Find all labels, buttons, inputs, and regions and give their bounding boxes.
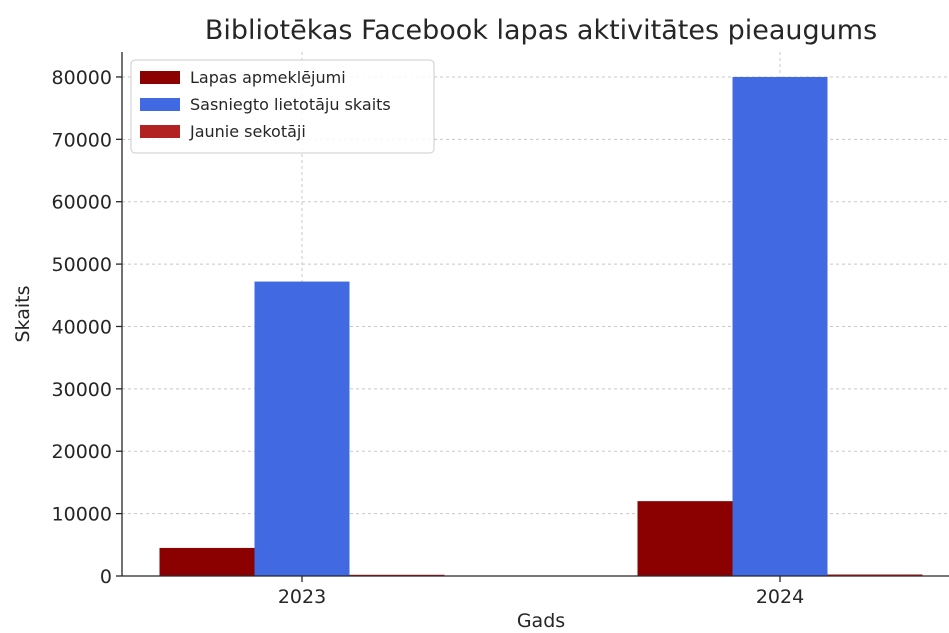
y-tick-label: 0 [100, 566, 112, 588]
x-tick-label: 2024 [756, 586, 804, 608]
y-tick-label: 30000 [52, 379, 112, 401]
y-tick-label: 50000 [52, 254, 112, 276]
x-tick-label: 2023 [278, 586, 326, 608]
y-tick-label: 40000 [52, 316, 112, 338]
legend-label: Sasniegto lietotāju skaits [190, 95, 391, 114]
chart-title: Bibliotēkas Facebook lapas aktivitātes p… [205, 15, 877, 46]
y-tick-label: 60000 [52, 192, 112, 214]
y-tick-label: 20000 [52, 441, 112, 463]
bars-layer [159, 76, 923, 577]
legend-label: Jaunie sekotāji [189, 122, 306, 141]
bar-2024-series-2 [732, 76, 828, 576]
legend: Lapas apmeklējumi Sasniegto lietotāju ska… [130, 59, 435, 154]
legend-swatch [140, 98, 180, 111]
bar-2023-series-1 [159, 547, 255, 576]
y-tick-label: 80000 [52, 67, 112, 89]
legend-label: Lapas apmeklējumi [190, 68, 346, 87]
y-axis-label: Skaits [12, 286, 34, 343]
y-tick-label: 10000 [52, 504, 112, 526]
legend-items: Lapas apmeklējumi Sasniegto lietotāju ska… [140, 68, 391, 141]
bar-2024-series-1 [637, 501, 733, 576]
bar-2023-series-2 [254, 281, 350, 576]
x-axis-label: Gads [517, 610, 565, 632]
legend-swatch [140, 125, 180, 138]
legend-frame [130, 59, 435, 154]
bar-2024-series-3 [827, 574, 923, 576]
y-tick-label: 70000 [52, 129, 112, 151]
legend-swatch [140, 71, 180, 84]
ticks-layer: 0 10000 20000 30000 40000 50000 60000 70000 8000… [52, 67, 805, 608]
